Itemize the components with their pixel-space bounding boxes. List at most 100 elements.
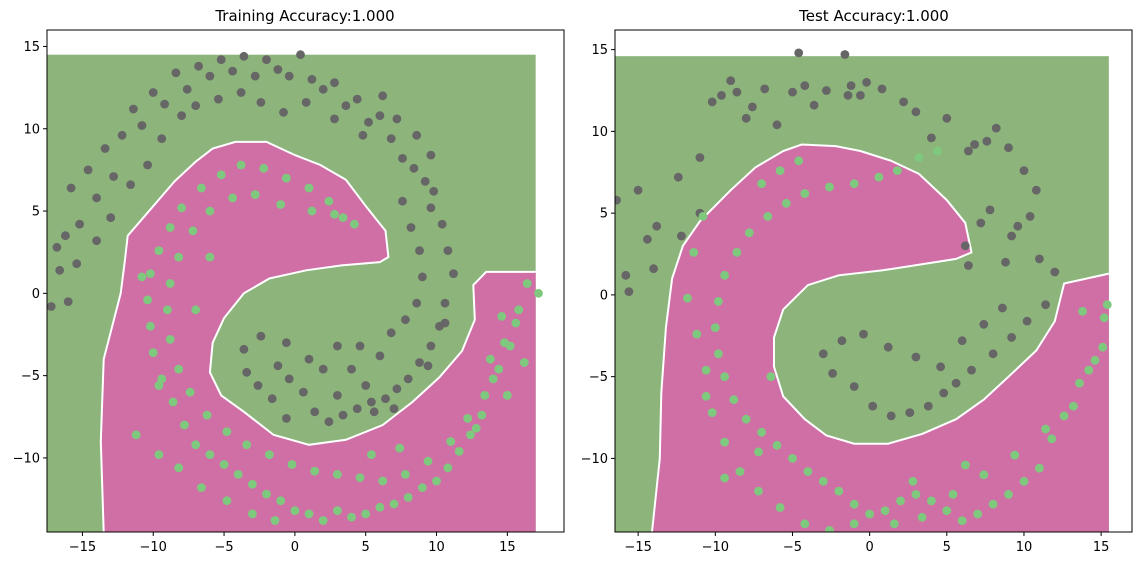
data-point-inner (917, 512, 927, 522)
data-point-outer (358, 130, 368, 140)
data-point-inner (692, 329, 702, 339)
data-point-inner (202, 410, 212, 420)
plot-content (615, 48, 1112, 532)
data-point-inner (197, 183, 206, 193)
data-point-inner (754, 447, 763, 457)
data-point-inner (236, 160, 246, 170)
data-point-inner (744, 228, 754, 238)
data-point-outer (216, 55, 226, 64)
data-point-inner (948, 490, 958, 499)
data-point-inner (710, 323, 720, 332)
x-tick-label: −15 (69, 540, 96, 555)
data-point-inner (1102, 300, 1112, 310)
data-point-inner (1004, 490, 1013, 499)
data-point-inner (497, 312, 507, 321)
data-point-inner (788, 454, 797, 463)
data-point-outer (440, 298, 450, 308)
data-point-inner (720, 372, 729, 382)
data-point-outer (726, 76, 736, 86)
data-point-inner (1090, 355, 1100, 365)
data-point-outer (333, 391, 342, 400)
data-point-inner (1084, 365, 1094, 375)
data-point-inner (191, 305, 201, 315)
data-point-inner (375, 502, 385, 512)
data-point-inner (248, 479, 257, 489)
data-point-inner (259, 163, 269, 173)
data-point-inner (174, 252, 184, 262)
data-point-inner (148, 348, 158, 357)
data-point-outer (318, 84, 328, 94)
data-point-inner (165, 279, 175, 288)
data-point-outer (398, 196, 407, 206)
data-point-outer (418, 272, 427, 282)
x-tick-label: −15 (624, 540, 651, 555)
data-point-inner (522, 279, 532, 288)
x-tick-label: 5 (943, 540, 951, 555)
data-point-inner (729, 395, 739, 404)
data-point-outer (52, 242, 62, 252)
data-point-outer (643, 234, 652, 244)
data-point-outer (1013, 221, 1023, 231)
x-tick-label: −5 (214, 540, 233, 555)
data-point-inner (154, 246, 164, 256)
data-point-inner (1098, 342, 1108, 352)
data-point-inner (154, 381, 164, 390)
data-point-inner (248, 509, 257, 519)
x-tick-label: −10 (140, 540, 167, 555)
data-point-outer (868, 401, 878, 411)
data-point-outer (429, 186, 439, 196)
data-point-inner (307, 206, 317, 216)
y-tick-label: 15 (23, 40, 40, 55)
y-tick-label: 0 (600, 288, 608, 303)
data-point-inner (794, 156, 804, 166)
data-point-outer (282, 414, 291, 423)
data-point-inner (163, 305, 172, 315)
data-point-inner (205, 252, 215, 262)
data-point-outer (859, 329, 868, 339)
data-point-outer (403, 374, 413, 384)
data-point-inner (825, 526, 834, 532)
data-point-outer (1004, 143, 1013, 153)
data-point-outer (92, 193, 101, 203)
decision-boundary (99, 140, 536, 532)
data-point-outer (1019, 166, 1029, 176)
data-point-inner (1047, 434, 1057, 444)
data-point-inner (911, 490, 921, 499)
data-point-outer (347, 364, 356, 374)
data-point-inner (494, 364, 504, 374)
y-tick-label: 15 (591, 43, 608, 58)
data-point-outer (748, 102, 757, 112)
data-point-inner (165, 223, 175, 232)
data-point-inner (908, 476, 918, 486)
data-point-outer (386, 328, 396, 338)
data-point-inner (222, 427, 232, 436)
data-point-inner (927, 496, 936, 506)
data-point-outer (420, 177, 430, 186)
y-tick-label: −10 (581, 452, 608, 467)
data-point-outer (386, 134, 396, 144)
data-point-inner (988, 499, 998, 509)
data-point-outer (732, 87, 742, 97)
data-point-inner (262, 489, 271, 499)
data-point-outer (381, 394, 390, 404)
x-tick-label: −10 (702, 540, 729, 555)
data-point-inner (1069, 401, 1078, 411)
data-point-inner (914, 153, 924, 162)
data-point-outer (409, 163, 419, 173)
y-tick-label: −10 (13, 451, 40, 466)
data-point-outer (126, 180, 135, 190)
data-point-inner (942, 506, 952, 516)
data-point-outer (1007, 333, 1016, 342)
data-point-inner (701, 365, 711, 375)
data-point-outer (191, 101, 201, 111)
data-point-inner (865, 509, 874, 519)
data-point-inner (324, 196, 334, 206)
x-tick-label: 15 (1093, 540, 1110, 555)
data-point-outer (649, 264, 658, 274)
data-point-outer (800, 81, 810, 90)
data-point-outer (707, 97, 717, 107)
data-point-inner (290, 506, 300, 515)
y-tick-label: −5 (21, 369, 40, 384)
data-point-outer (375, 111, 385, 120)
